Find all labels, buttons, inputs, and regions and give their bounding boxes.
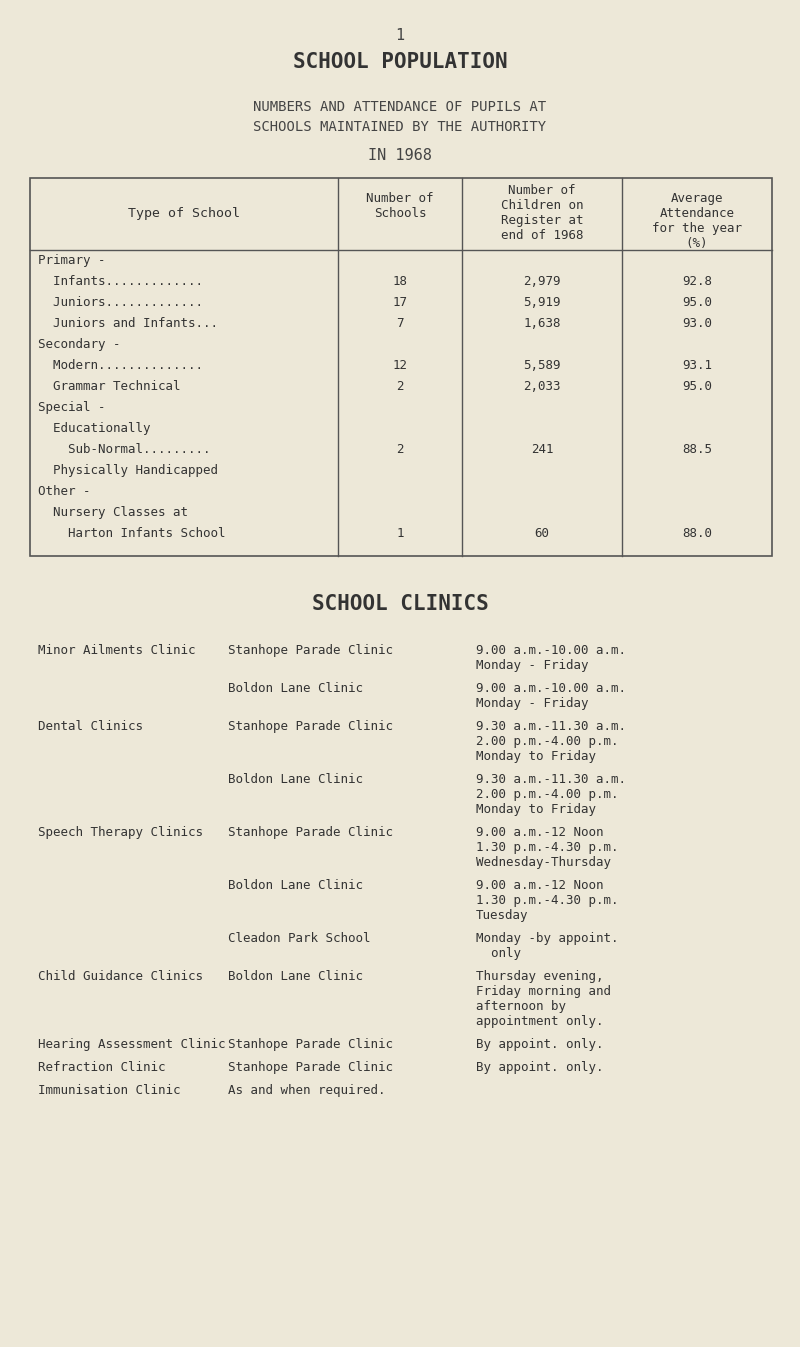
Text: 9.30 a.m.-11.30 a.m.: 9.30 a.m.-11.30 a.m. xyxy=(476,721,626,733)
Text: 93.1: 93.1 xyxy=(682,360,712,372)
Text: Stanhope Parade Clinic: Stanhope Parade Clinic xyxy=(228,826,393,839)
Text: 5,589: 5,589 xyxy=(523,360,561,372)
Text: Educationally: Educationally xyxy=(38,422,150,435)
Text: 2,033: 2,033 xyxy=(523,380,561,393)
Text: 88.5: 88.5 xyxy=(682,443,712,457)
Text: 95.0: 95.0 xyxy=(682,380,712,393)
Text: Thursday evening,: Thursday evening, xyxy=(476,970,603,983)
Text: 1: 1 xyxy=(395,28,405,43)
Text: Hearing Assessment Clinic: Hearing Assessment Clinic xyxy=(38,1039,226,1051)
Text: 9.00 a.m.-10.00 a.m.: 9.00 a.m.-10.00 a.m. xyxy=(476,644,626,657)
Text: 2.00 p.m.-4.00 p.m.: 2.00 p.m.-4.00 p.m. xyxy=(476,788,618,801)
Text: Number of
Children on
Register at
end of 1968: Number of Children on Register at end of… xyxy=(501,185,583,242)
Text: As and when required.: As and when required. xyxy=(228,1084,386,1096)
Text: 18: 18 xyxy=(393,275,407,288)
Text: Modern..............: Modern.............. xyxy=(38,360,203,372)
Text: Secondary -: Secondary - xyxy=(38,338,121,352)
Text: Wednesday-Thursday: Wednesday-Thursday xyxy=(476,855,611,869)
Text: By appoint. only.: By appoint. only. xyxy=(476,1061,603,1074)
Text: 7: 7 xyxy=(396,317,404,330)
Text: 92.8: 92.8 xyxy=(682,275,712,288)
Text: Primary -: Primary - xyxy=(38,255,106,267)
Text: Cleadon Park School: Cleadon Park School xyxy=(228,932,370,946)
Text: 9.00 a.m.-12 Noon: 9.00 a.m.-12 Noon xyxy=(476,826,603,839)
Text: 9.30 a.m.-11.30 a.m.: 9.30 a.m.-11.30 a.m. xyxy=(476,773,626,787)
Text: 2.00 p.m.-4.00 p.m.: 2.00 p.m.-4.00 p.m. xyxy=(476,735,618,748)
Text: Stanhope Parade Clinic: Stanhope Parade Clinic xyxy=(228,721,393,733)
Text: 2: 2 xyxy=(396,380,404,393)
Text: Monday - Friday: Monday - Friday xyxy=(476,696,589,710)
Text: Boldon Lane Clinic: Boldon Lane Clinic xyxy=(228,682,363,695)
Text: Boldon Lane Clinic: Boldon Lane Clinic xyxy=(228,773,363,787)
Text: 88.0: 88.0 xyxy=(682,527,712,540)
Text: Sub-Normal.........: Sub-Normal......... xyxy=(38,443,210,457)
Text: Tuesday: Tuesday xyxy=(476,909,529,921)
Text: Boldon Lane Clinic: Boldon Lane Clinic xyxy=(228,970,363,983)
Text: 1.30 p.m.-4.30 p.m.: 1.30 p.m.-4.30 p.m. xyxy=(476,894,618,907)
Text: 95.0: 95.0 xyxy=(682,296,712,308)
Text: 93.0: 93.0 xyxy=(682,317,712,330)
Text: 1.30 p.m.-4.30 p.m.: 1.30 p.m.-4.30 p.m. xyxy=(476,841,618,854)
Text: Average
Attendance
for the year
(%): Average Attendance for the year (%) xyxy=(652,193,742,251)
Text: Number of
Schools: Number of Schools xyxy=(366,193,434,220)
Text: Monday -by appoint.: Monday -by appoint. xyxy=(476,932,618,946)
Text: SCHOOL CLINICS: SCHOOL CLINICS xyxy=(312,594,488,614)
Text: Monday - Friday: Monday - Friday xyxy=(476,659,589,672)
Text: 2: 2 xyxy=(396,443,404,457)
Text: only: only xyxy=(476,947,521,960)
Text: By appoint. only.: By appoint. only. xyxy=(476,1039,603,1051)
Text: 1: 1 xyxy=(396,527,404,540)
Text: 9.00 a.m.-12 Noon: 9.00 a.m.-12 Noon xyxy=(476,880,603,892)
Text: 2,979: 2,979 xyxy=(523,275,561,288)
Text: afternoon by: afternoon by xyxy=(476,999,566,1013)
Text: 5,919: 5,919 xyxy=(523,296,561,308)
Text: 241: 241 xyxy=(530,443,554,457)
Text: Stanhope Parade Clinic: Stanhope Parade Clinic xyxy=(228,644,393,657)
Text: Monday to Friday: Monday to Friday xyxy=(476,750,596,762)
Text: 60: 60 xyxy=(534,527,550,540)
Text: Harton Infants School: Harton Infants School xyxy=(38,527,226,540)
Text: Friday morning and: Friday morning and xyxy=(476,985,611,998)
Text: appointment only.: appointment only. xyxy=(476,1016,603,1028)
Text: Speech Therapy Clinics: Speech Therapy Clinics xyxy=(38,826,203,839)
Text: Nursery Classes at: Nursery Classes at xyxy=(38,506,188,519)
Text: Juniors.............: Juniors............. xyxy=(38,296,203,308)
Text: Type of School: Type of School xyxy=(128,207,240,220)
Text: SCHOOL POPULATION: SCHOOL POPULATION xyxy=(293,53,507,71)
Bar xyxy=(30,178,772,556)
Text: SCHOOLS MAINTAINED BY THE AUTHORITY: SCHOOLS MAINTAINED BY THE AUTHORITY xyxy=(254,120,546,133)
Text: Refraction Clinic: Refraction Clinic xyxy=(38,1061,166,1074)
Text: Stanhope Parade Clinic: Stanhope Parade Clinic xyxy=(228,1061,393,1074)
Text: Stanhope Parade Clinic: Stanhope Parade Clinic xyxy=(228,1039,393,1051)
Text: Minor Ailments Clinic: Minor Ailments Clinic xyxy=(38,644,195,657)
Text: Boldon Lane Clinic: Boldon Lane Clinic xyxy=(228,880,363,892)
Text: Immunisation Clinic: Immunisation Clinic xyxy=(38,1084,181,1096)
Text: IN 1968: IN 1968 xyxy=(368,148,432,163)
Text: Child Guidance Clinics: Child Guidance Clinics xyxy=(38,970,203,983)
Text: Dental Clinics: Dental Clinics xyxy=(38,721,143,733)
Text: 17: 17 xyxy=(393,296,407,308)
Text: Juniors and Infants...: Juniors and Infants... xyxy=(38,317,218,330)
Text: NUMBERS AND ATTENDANCE OF PUPILS AT: NUMBERS AND ATTENDANCE OF PUPILS AT xyxy=(254,100,546,114)
Text: Infants.............: Infants............. xyxy=(38,275,203,288)
Text: Special -: Special - xyxy=(38,401,106,414)
Text: 1,638: 1,638 xyxy=(523,317,561,330)
Text: Grammar Technical: Grammar Technical xyxy=(38,380,181,393)
Text: Physically Handicapped: Physically Handicapped xyxy=(38,463,218,477)
Text: Monday to Friday: Monday to Friday xyxy=(476,803,596,816)
Text: 12: 12 xyxy=(393,360,407,372)
Text: 9.00 a.m.-10.00 a.m.: 9.00 a.m.-10.00 a.m. xyxy=(476,682,626,695)
Text: Other -: Other - xyxy=(38,485,90,498)
